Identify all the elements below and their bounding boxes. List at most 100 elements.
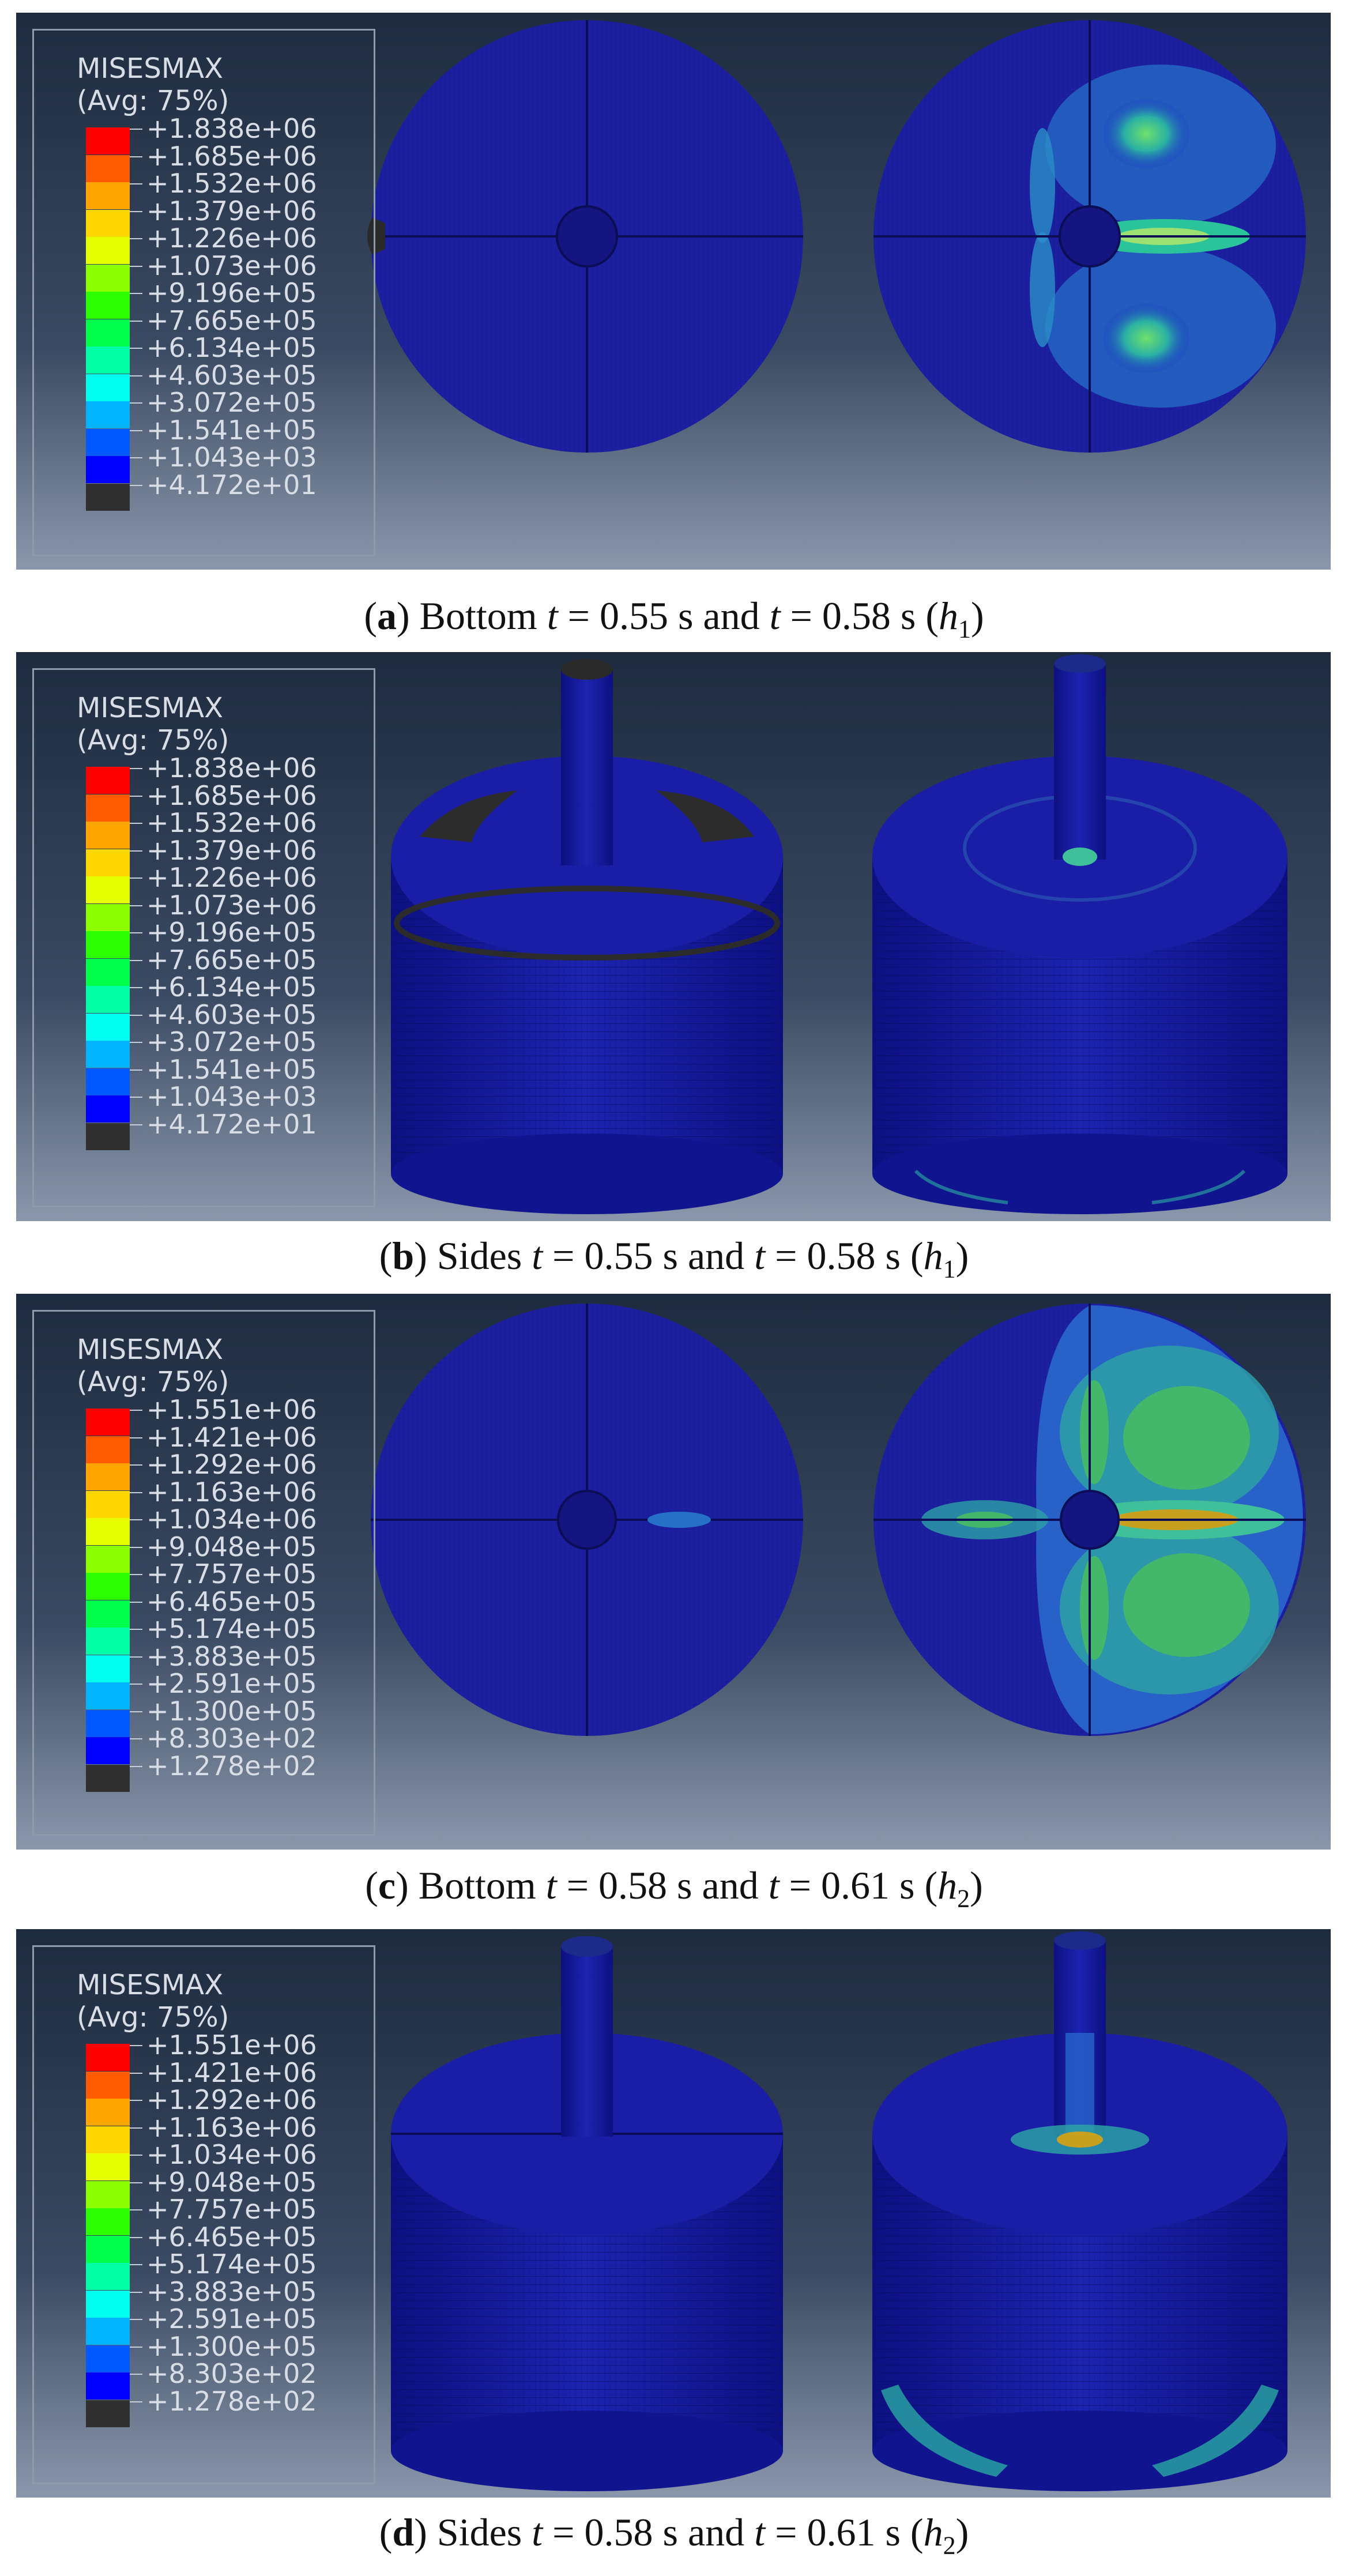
legend-swatch [86,374,130,401]
legend-tick [130,1410,142,1411]
legend-value: +2.591e+05 [146,2303,317,2334]
caption-t: t [532,1234,543,1278]
legend-value: +1.541e+05 [146,1053,317,1085]
legend-tick [130,1042,142,1043]
legend-swatch [86,456,130,483]
legend-tick [130,238,142,239]
legend-tick [130,1014,142,1016]
legend-value: +1.685e+06 [146,779,317,811]
legend-value: +1.226e+06 [146,862,317,893]
legend-tick [130,183,142,184]
legend-value: +9.196e+05 [146,277,317,308]
legend-tick [130,484,142,486]
legend-swatch [86,1518,130,1545]
legend-tick [130,905,142,906]
legend-value: +1.838e+06 [146,752,317,784]
caption-unit: s [677,1863,692,1907]
legend-tick [130,1656,142,1658]
legend-tick [130,987,142,988]
legend-swatch [86,319,130,347]
legend-swatch [86,986,130,1013]
legend-swatch [86,1490,130,1518]
panel-c: MISESMAX (Avg: 75%) +1.551e+06 +1.421e+06 +1… [16,1294,1331,1850]
caption-unit: s [662,2510,678,2554]
legend-tick [130,375,142,376]
legend-tick [130,2100,142,2101]
legend-tick [130,210,142,212]
legend-tick [130,2264,142,2265]
legend-value: +1.073e+06 [146,889,317,921]
legend-value: +9.196e+05 [146,917,317,948]
legend-tick [130,768,142,769]
legend-tick [130,2401,142,2402]
caption-h: h [923,1234,943,1278]
legend-value: +9.048e+05 [146,1531,317,1562]
legend-value: +1.292e+06 [146,1449,317,1480]
fea-sides-view-b [16,652,1331,1221]
legend-value: +1.163e+06 [146,1476,317,1508]
legend-swatch [86,767,130,794]
legend-value: +6.134e+05 [146,332,317,363]
legend-tick [130,1629,142,1630]
caption-t: t [768,1863,780,1907]
legend-value: +4.172e+01 [146,1108,317,1140]
legend-tick [130,129,142,130]
caption-view: Sides [436,1234,522,1278]
legend-swatch [86,1545,130,1573]
fea-sides-view-d [16,1929,1331,2498]
caption-a: (a) Bottom t = 0.55 s and t = 0.58 s (h1… [364,594,984,643]
legend-value: +1.421e+06 [146,2057,317,2088]
legend-swatch [86,1573,130,1600]
legend-tick [130,2155,142,2156]
legend-value: +1.226e+06 [146,223,317,254]
body-left [391,659,783,1214]
legend-value: +3.883e+05 [146,2276,317,2307]
legend-tick [130,320,142,322]
legend-value: +1.043e+03 [146,1081,317,1112]
legend-tick [130,457,142,458]
caption-time-2: 0.58 [822,594,891,638]
legend-value: +5.174e+05 [146,2249,317,2280]
legend-value: +6.465e+05 [146,2221,317,2253]
legend-value: +1.278e+02 [146,1750,317,1782]
legend-tick [130,2209,142,2210]
caption-t: t [754,2510,766,2554]
legend-tick [130,2072,142,2074]
legend-swatch [86,1600,130,1628]
legend-title: MISESMAX [77,1969,223,2001]
legend-swatch [86,1764,130,1792]
legend-tick [130,430,142,431]
legend-tick [130,2127,142,2129]
legend-value: +1.838e+06 [146,113,317,144]
legend-value: +1.300e+05 [146,2330,317,2362]
panel-a: MISESMAX (Avg: 75%) +1.838e+06 +1.685e+06 +1… [16,13,1331,570]
legend-swatch [86,903,130,931]
legend-tick [130,1711,142,1712]
legend-tick [130,402,142,404]
legend-tick [130,1574,142,1575]
caption-time-1: 0.55 [599,594,668,638]
legend-swatch [86,2044,130,2071]
legend-swatch [86,822,130,849]
caption-t: t [769,594,781,638]
legend-tick [130,932,142,933]
legend-swatch [86,2345,130,2372]
legend-value: +6.465e+05 [146,1585,317,1617]
caption-time-2: 0.61 [807,2510,876,2554]
legend-title: MISESMAX [77,1334,223,1366]
legend-tick [130,2374,142,2375]
disc-left [371,1304,803,1736]
caption-t: t [547,594,558,638]
legend-swatch [86,1068,130,1095]
disc-right [873,20,1306,453]
legend-swatch [86,2318,130,2345]
legend-value: +1.685e+06 [146,140,317,172]
caption-view: Sides [436,2510,522,2554]
panel-b: MISESMAX (Avg: 75%) +1.838e+06 +1.685e+06 +1… [16,652,1331,1221]
legend-swatch [86,2400,130,2427]
legend-tick [130,2182,142,2183]
legend-value: +5.174e+05 [146,1613,317,1644]
caption-h-index: 2 [943,2531,956,2560]
caption-view: Bottom [419,594,537,638]
caption-b: (b) Sides t = 0.55 s and t = 0.58 s (h1) [379,1234,969,1283]
